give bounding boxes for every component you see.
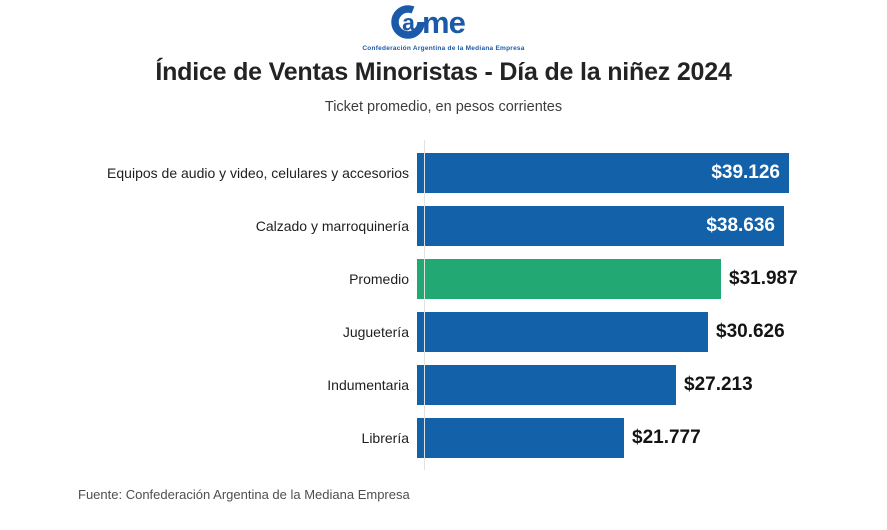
chart-row: Indumentaria $27.213 xyxy=(0,365,887,405)
bar-track: $21.777 xyxy=(417,418,887,458)
logo-header: a me Confederación Argentina de la Media… xyxy=(0,3,887,52)
bar xyxy=(417,365,676,405)
category-label: Calzado y marroquinería xyxy=(255,218,409,234)
bar: $38.636 xyxy=(417,206,784,246)
category-label: Equipos de audio y video, celulares y ac… xyxy=(107,165,409,181)
bar xyxy=(417,312,708,352)
bar-track: $38.636 xyxy=(417,206,887,246)
svg-text:me: me xyxy=(422,5,466,39)
bar-highlight xyxy=(417,259,721,299)
axis-baseline xyxy=(424,140,425,470)
chart-row: Equipos de audio y video, celulares y ac… xyxy=(0,153,887,193)
value-label: $21.777 xyxy=(632,427,701,448)
category-label: Indumentaria xyxy=(327,377,409,393)
chart-row: Calzado y marroquinería $38.636 xyxy=(0,206,887,246)
category-label: Promedio xyxy=(349,271,409,287)
bar-track: $27.213 xyxy=(417,365,887,405)
value-label: $31.987 xyxy=(729,268,798,289)
chart-row: Librería $21.777 xyxy=(0,418,887,458)
svg-text:a: a xyxy=(402,10,415,36)
bar-track: $31.987 xyxy=(417,259,887,299)
value-label: $27.213 xyxy=(684,374,753,395)
bar: $39.126 xyxy=(417,153,789,193)
source-note: Fuente: Confederación Argentina de la Me… xyxy=(78,487,410,502)
chart-title: Índice de Ventas Minoristas - Día de la … xyxy=(155,58,732,86)
came-logo-icon: a me xyxy=(390,3,497,44)
bar xyxy=(417,418,624,458)
value-label: $39.126 xyxy=(711,162,780,183)
chart-subtitle: Ticket promedio, en pesos corrientes xyxy=(324,99,563,115)
category-label: Juguetería xyxy=(342,324,409,340)
chart-row: Juguetería $30.626 xyxy=(0,312,887,352)
bar-track: $39.126 xyxy=(417,153,887,193)
logo-tagline: Confederación Argentina de la Mediana Em… xyxy=(362,45,525,52)
category-label: Librería xyxy=(361,430,409,446)
value-label: $30.626 xyxy=(716,321,785,342)
value-label: $38.636 xyxy=(706,215,775,236)
bar-track: $30.626 xyxy=(417,312,887,352)
chart-rows: Equipos de audio y video, celulares y ac… xyxy=(0,153,887,458)
bar-chart: Equipos de audio y video, celulares y ac… xyxy=(0,140,887,470)
chart-row: Promedio $31.987 xyxy=(0,259,887,299)
